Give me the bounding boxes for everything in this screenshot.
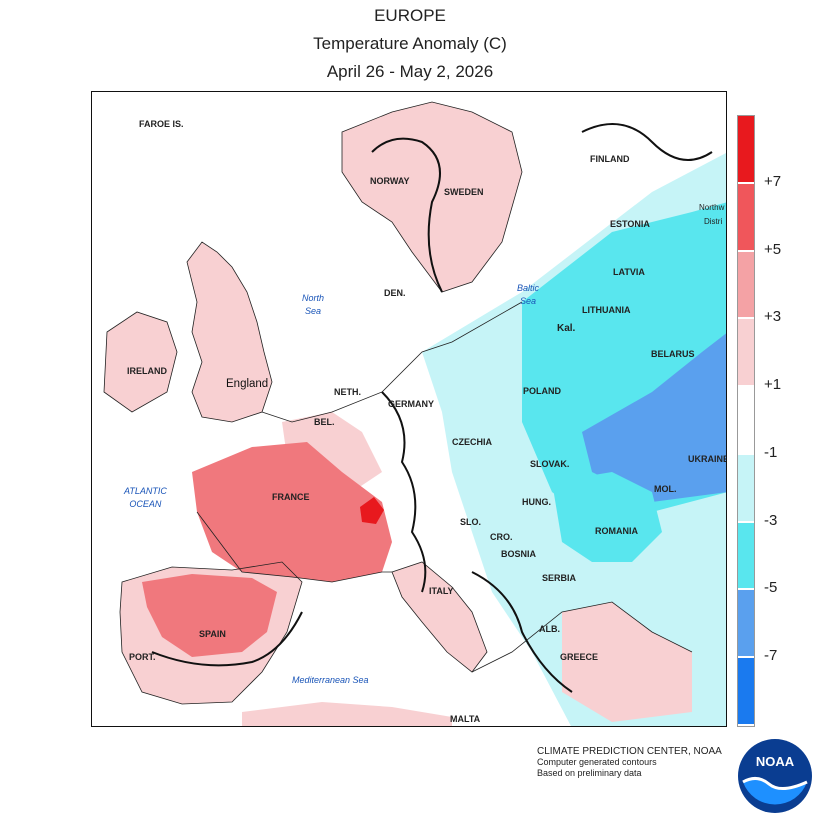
fill-spain-warm [142,574,277,657]
legend-swatch-7 [738,590,754,659]
credit-line-3: Based on preliminary data [537,768,642,778]
label-england: England [226,378,269,390]
label-atlantic-ocean: ATLANTIC OCEAN [124,486,167,509]
label-ukraine: UKRAINE [688,454,727,464]
label-latvia: LATVIA [613,267,645,277]
credit-block: CLIMATE PREDICTION CENTER, NOAA Computer… [537,746,722,779]
fill-italy [392,562,487,672]
label-greece: GREECE [560,652,599,662]
label-italy: ITALY [429,586,454,596]
legend-tick-6: -5 [764,579,778,597]
label-croatia: CRO. [490,532,513,542]
label-sweden: SWEDEN [444,187,484,197]
label-romania: ROMANIA [595,526,638,536]
legend-tick-3: +1 [764,376,782,394]
label-hungary: HUNG. [522,497,551,507]
fill-alps-hot [360,497,384,524]
fill-greece [562,602,692,722]
noaa-logo-text: NOAA [756,754,795,769]
legend-tick-0: +7 [764,172,782,190]
fill-ukraine-blue [582,333,726,502]
legend-tick-2: +3 [764,308,782,326]
anomaly-fills [104,102,726,726]
coastlines [103,101,693,705]
label-denmark: DEN. [384,288,406,298]
anomaly-map: FAROE IS. NORWAY SWEDEN FINLAND ESTONIA … [91,91,727,727]
legend-swatch-4 [738,387,754,455]
noaa-logo: NOAA [738,739,812,813]
color-legend [737,115,755,727]
label-finland: FINLAND [590,154,630,164]
credit-line-1: CLIMATE PREDICTION CENTER, NOAA [537,746,722,757]
label-poland: POLAND [523,386,561,396]
label-nw-district-2: Distri [704,217,723,226]
label-faroe: FAROE IS. [139,119,184,129]
label-moldova: MOL. [654,484,677,494]
label-kaliningrad: Kal. [557,323,576,334]
fill-scandinavia [342,102,522,292]
label-portugal: PORT. [129,652,156,662]
label-nw-district: Northw [699,203,725,212]
label-serbia: SERBIA [542,573,577,583]
legend-tick-7: -7 [764,647,778,665]
legend-swatch-3 [738,319,754,388]
legend-tick-5: -3 [764,511,778,529]
label-albania: ALB. [539,624,560,634]
legend-swatch-2 [738,251,754,320]
label-slovenia: SLO. [460,517,482,527]
fill-north-africa [242,702,452,726]
label-baltic-sea: Baltic Sea [517,283,540,306]
legend-tick-4: -1 [764,443,778,461]
label-netherlands: NETH. [334,387,361,397]
legend-tick-1: +5 [764,240,782,258]
map-region-title: EUROPE [374,6,446,25]
label-germany: GERMANY [388,399,435,409]
label-ireland: IRELAND [127,366,167,376]
label-france: FRANCE [272,492,310,502]
legend-swatch-1 [738,183,754,252]
credit-line-2: Computer generated contours [537,757,657,767]
label-north-sea: North Sea [302,293,325,316]
label-estonia: ESTONIA [610,219,650,229]
label-belgium: BEL. [314,417,335,427]
label-slovakia: SLOVAK. [530,459,570,469]
label-malta: MALTA [450,714,481,724]
fill-britain [187,242,272,422]
fill-france-warm [192,442,392,582]
label-mediterranean-sea: Mediterranean Sea [292,675,369,685]
map-variable-title: Temperature Anomaly (C) [313,34,507,53]
label-bosnia: BOSNIA [501,549,537,559]
map-period-title: April 26 - May 2, 2026 [326,62,494,81]
legend-swatch-0 [738,116,754,184]
legend-swatch-5 [738,454,754,523]
fill-romania-cyan [552,472,662,562]
zero-contours [151,123,713,693]
label-norway: NORWAY [370,176,410,186]
fill-ireland [104,312,177,412]
label-lithuania: LITHUANIA [582,305,631,315]
legend-swatch-6 [738,522,754,591]
label-czechia: CZECHIA [452,437,492,447]
label-spain: SPAIN [199,629,226,639]
legend-swatch-8 [738,658,754,724]
label-belarus: BELARUS [651,349,695,359]
map-canvas [103,101,726,726]
